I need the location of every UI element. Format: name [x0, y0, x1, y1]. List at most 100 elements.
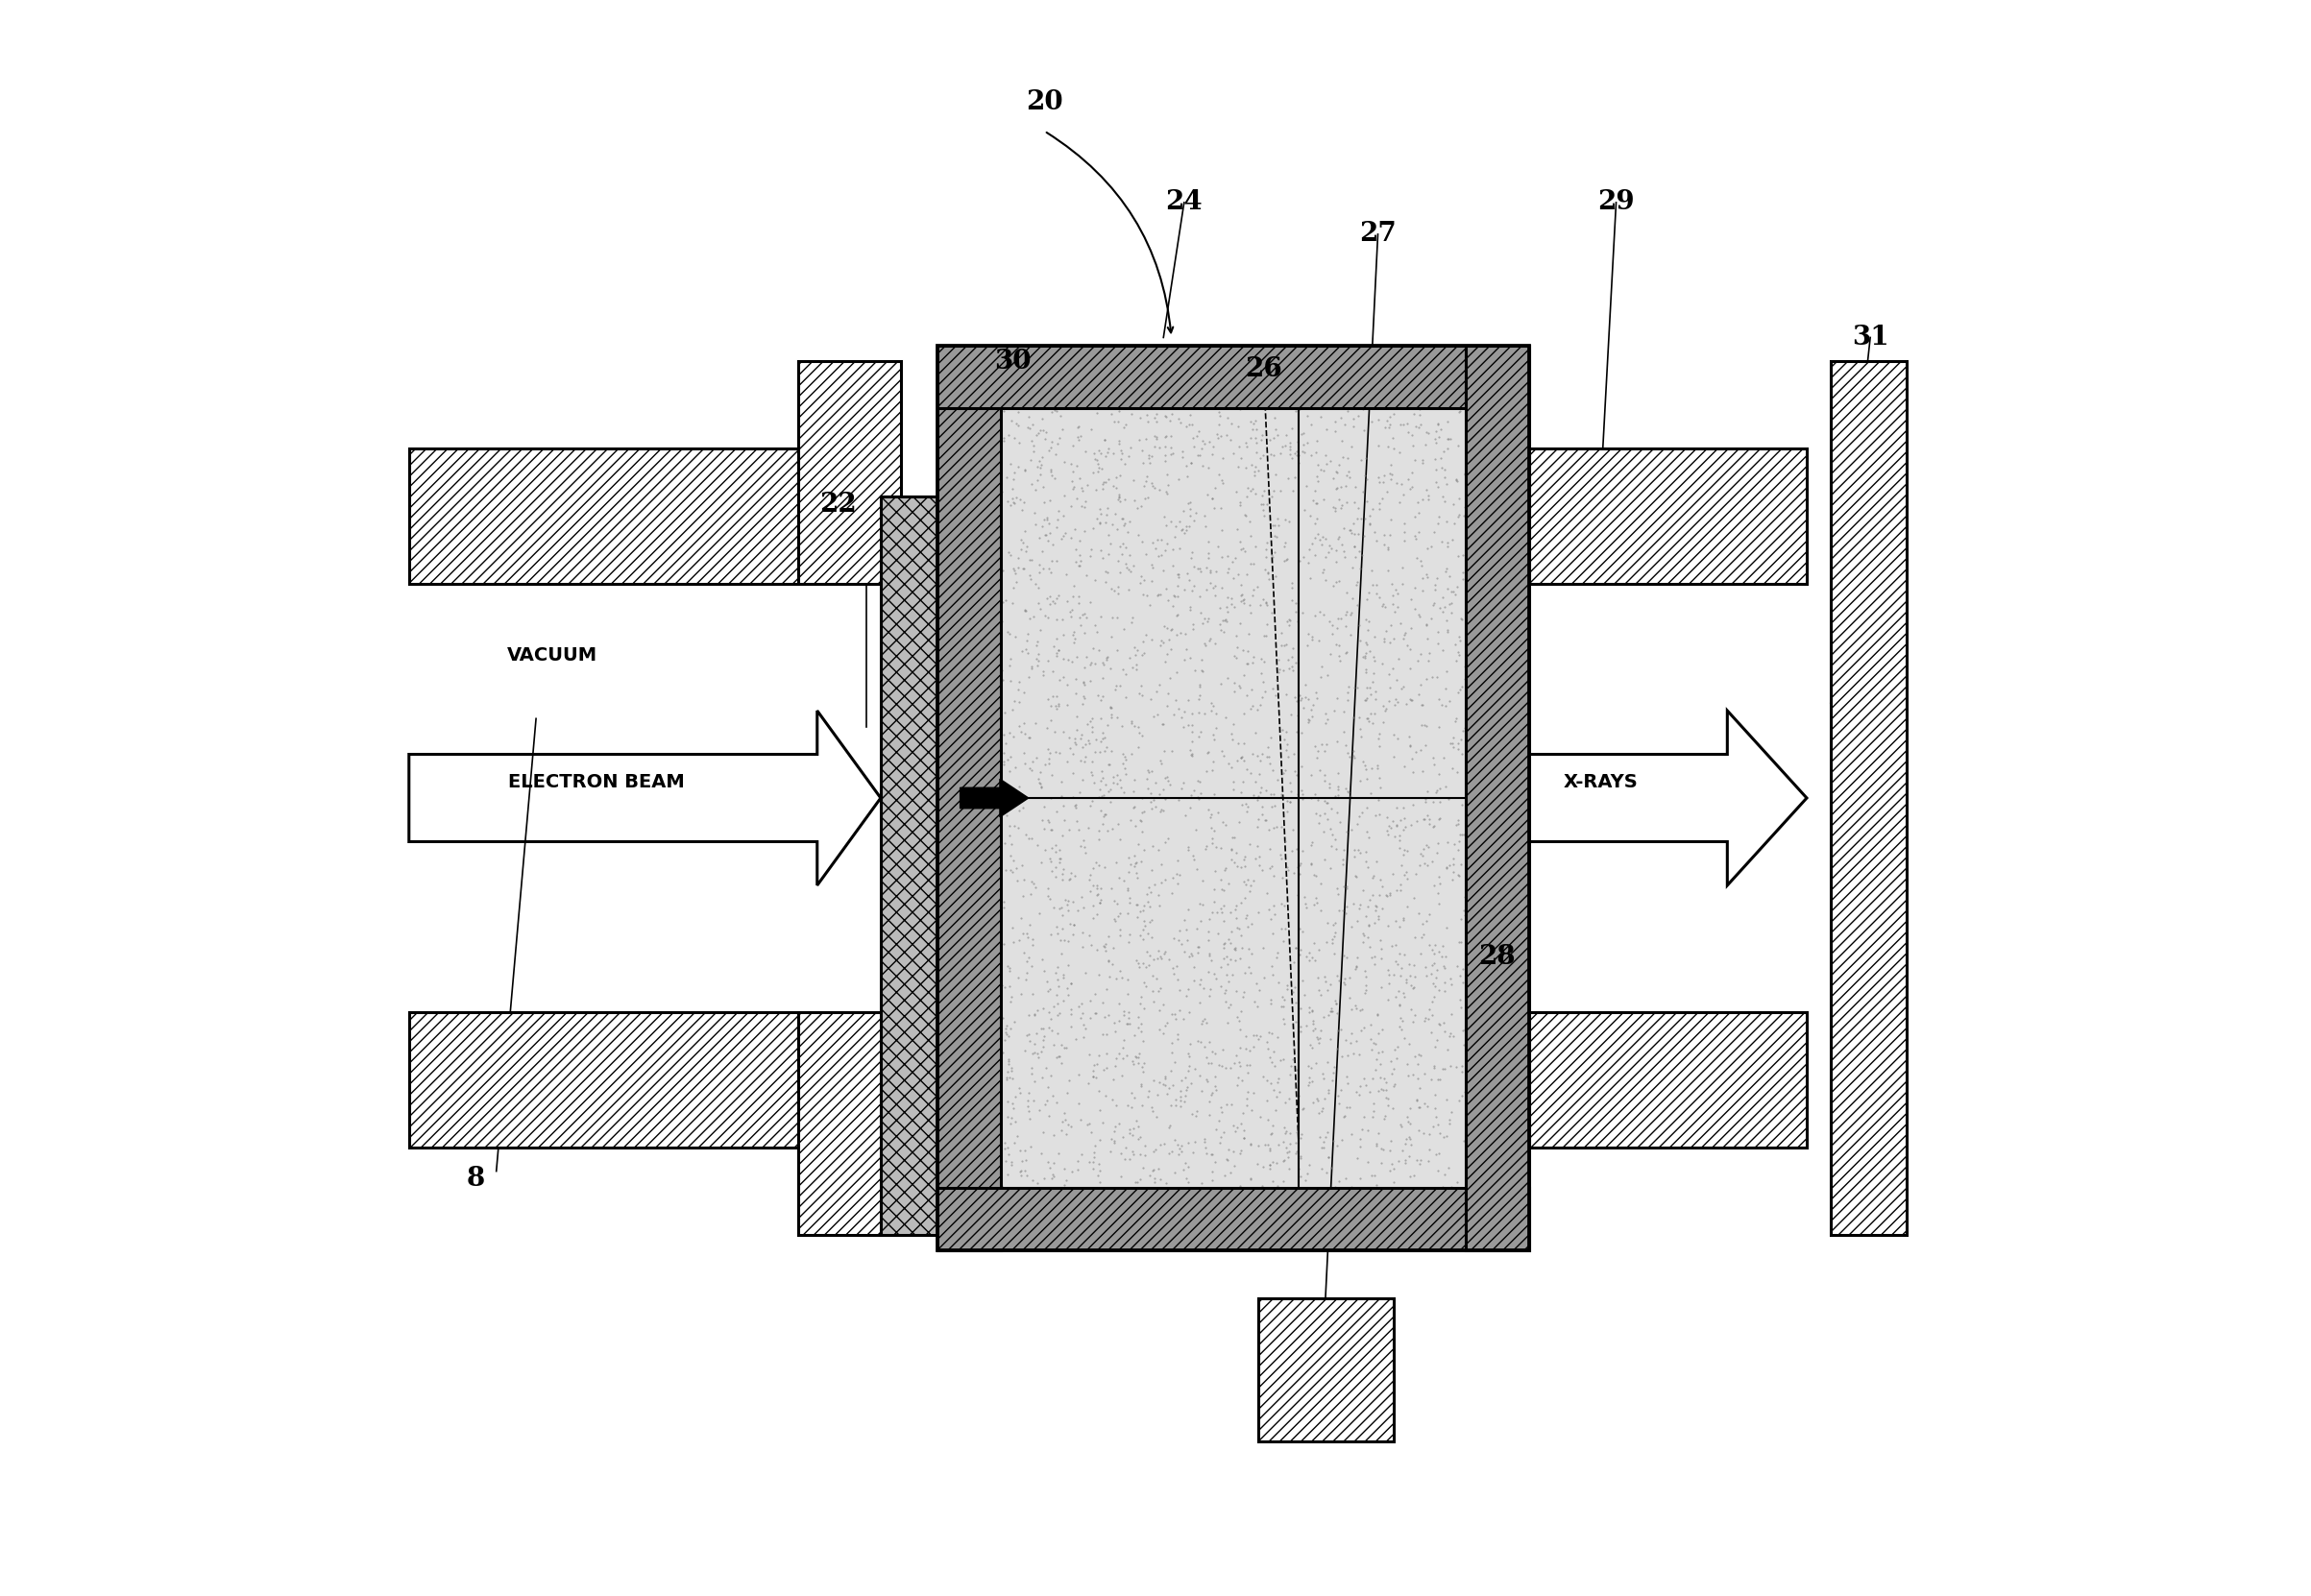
Point [1271, 508, 1308, 533]
Point [1313, 996, 1350, 1021]
Point [978, 776, 1015, 801]
Point [1008, 752, 1045, 777]
Point [1010, 725, 1047, 750]
Point [1061, 1178, 1098, 1203]
Point [1248, 383, 1285, 409]
Point [1366, 1197, 1403, 1223]
Point [1440, 1088, 1477, 1114]
Point [1257, 814, 1294, 839]
Point [1407, 787, 1444, 812]
Point [1031, 741, 1068, 766]
Point [1410, 1007, 1447, 1033]
Point [1433, 867, 1470, 892]
Point [1243, 423, 1280, 448]
Point [1352, 1037, 1389, 1063]
Point [971, 551, 1008, 576]
Point [1139, 527, 1176, 552]
Point [1167, 803, 1204, 828]
Point [1028, 1055, 1065, 1080]
Point [1405, 565, 1442, 591]
Point [1142, 527, 1179, 552]
Point [1190, 1029, 1227, 1055]
Point [1315, 1053, 1352, 1079]
Point [1266, 681, 1303, 707]
Point [1153, 423, 1190, 448]
Point [1428, 608, 1465, 634]
Point [1340, 1127, 1377, 1152]
Point [1176, 1199, 1213, 1224]
Point [1109, 878, 1146, 903]
Point [1093, 777, 1130, 803]
Point [1313, 926, 1350, 951]
Point [1105, 1034, 1142, 1060]
Point [1442, 822, 1479, 847]
Point [1125, 472, 1162, 498]
Point [1149, 512, 1186, 538]
Point [1220, 674, 1257, 699]
Point [1012, 567, 1049, 592]
Point [1463, 758, 1500, 784]
Point [1038, 798, 1075, 824]
Point [1234, 911, 1271, 937]
Point [1331, 517, 1368, 543]
Point [1324, 943, 1361, 969]
Point [1223, 391, 1259, 417]
Point [1176, 367, 1213, 393]
Point [1352, 934, 1389, 959]
Point [1142, 749, 1179, 774]
Point [1324, 969, 1361, 994]
Point [987, 1148, 1024, 1173]
Point [1008, 721, 1045, 747]
Point [1354, 496, 1391, 522]
Point [978, 731, 1015, 757]
Point [1052, 996, 1088, 1021]
Point [1414, 990, 1451, 1015]
Point [1417, 1095, 1454, 1120]
Point [1292, 697, 1329, 723]
Point [1192, 825, 1229, 851]
Point [1451, 517, 1488, 543]
Point [1209, 951, 1246, 977]
Point [1149, 587, 1186, 613]
Point [1294, 627, 1331, 653]
Point [1444, 741, 1481, 766]
Point [1357, 1057, 1394, 1082]
Point [1162, 918, 1199, 943]
Point [1112, 922, 1149, 948]
Point [994, 859, 1031, 884]
Point [1347, 839, 1384, 865]
Point [1308, 452, 1345, 477]
Point [1088, 645, 1125, 670]
Point [1119, 950, 1156, 975]
Point [1054, 889, 1091, 915]
Point [1082, 501, 1119, 527]
Point [1102, 900, 1139, 926]
Point [1327, 375, 1363, 401]
Point [1075, 1144, 1112, 1170]
Point [1278, 397, 1315, 423]
Point [1008, 921, 1045, 946]
Point [1384, 980, 1421, 1005]
Point [1003, 530, 1040, 555]
Point [1123, 1167, 1160, 1192]
Point [984, 425, 1021, 450]
Point [954, 742, 991, 768]
Point [1223, 536, 1259, 562]
Point [1086, 1057, 1123, 1082]
Point [1012, 881, 1049, 907]
Point [1329, 873, 1366, 899]
Point [1421, 790, 1458, 816]
Point [1100, 487, 1137, 512]
Point [1458, 1034, 1495, 1060]
Point [1255, 1039, 1292, 1065]
Point [1109, 982, 1146, 1007]
Point [1172, 594, 1209, 619]
Point [1169, 394, 1206, 420]
Point [1400, 1095, 1437, 1120]
Point [1290, 1053, 1327, 1079]
Point [954, 910, 991, 935]
Point [1283, 720, 1320, 745]
Point [1058, 536, 1095, 562]
Point [1058, 453, 1095, 479]
Point [1204, 1100, 1241, 1125]
